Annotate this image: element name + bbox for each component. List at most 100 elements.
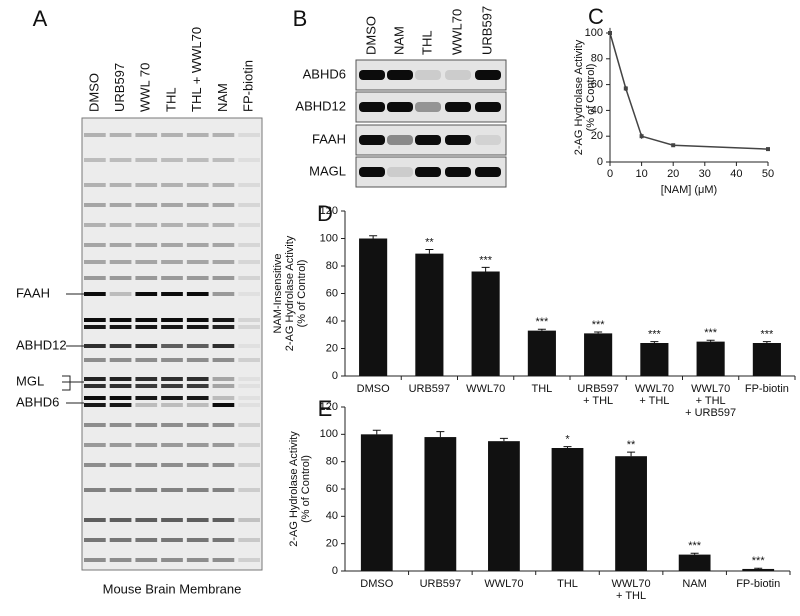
- significance: ***: [479, 254, 493, 266]
- blot-band: [475, 70, 501, 80]
- y-tick-label: 80: [591, 53, 603, 65]
- point: [766, 147, 770, 152]
- gel-band: [238, 260, 260, 264]
- blot-band: [387, 167, 413, 177]
- gel-band: [135, 538, 158, 542]
- gel-band: [135, 358, 158, 362]
- gel-band: [186, 260, 209, 264]
- gel-band: [238, 243, 260, 247]
- blot-band: [415, 135, 441, 145]
- y-tick-label: 120: [320, 205, 338, 217]
- gel-band: [186, 325, 209, 329]
- gel-band: [109, 463, 132, 467]
- gel-band: [186, 276, 209, 280]
- gel-band: [212, 292, 235, 296]
- blot-band: [445, 135, 471, 145]
- y-tick-label: 100: [320, 232, 338, 244]
- error-bar: [754, 567, 763, 569]
- x-tick-label: 30: [699, 168, 711, 180]
- gel-band: [212, 377, 235, 381]
- gel-band: [135, 443, 158, 447]
- gel-band: [135, 133, 158, 137]
- y-tick-label: 60: [591, 79, 603, 91]
- y-tick-label: 20: [326, 342, 338, 354]
- x-tick-label: THL: [557, 578, 578, 590]
- gel-band: [135, 292, 158, 296]
- gel-band: [238, 183, 260, 187]
- blot-label: ABHD12: [295, 98, 346, 113]
- bar: [415, 253, 444, 376]
- gel-caption: Mouse Brain Membrane: [103, 581, 242, 596]
- blot-band: [387, 102, 413, 112]
- error-bar: [627, 451, 636, 457]
- gel-band: [109, 318, 132, 322]
- blot-band: [415, 102, 441, 112]
- gel-band: [186, 318, 209, 322]
- x-tick-label: URB597: [420, 578, 462, 590]
- bar: [696, 341, 725, 376]
- gel-band: [161, 488, 183, 492]
- line: [609, 32, 769, 150]
- gel-band: [161, 276, 183, 280]
- gel-band: [238, 325, 260, 329]
- bar: [359, 238, 388, 376]
- gel-band: [161, 558, 183, 562]
- gel-band: [109, 403, 132, 407]
- gel-band: [212, 518, 235, 522]
- gel-band: [186, 377, 209, 381]
- lane-label: THL + WWL70: [189, 27, 204, 112]
- gel-band: [212, 538, 235, 542]
- gel-band: [161, 403, 183, 407]
- gel-band: [84, 183, 106, 187]
- panel-letter: A: [33, 6, 48, 31]
- error-bar: [563, 446, 572, 448]
- gel-band: [186, 403, 209, 407]
- y-axis-label: NAM-Insensitive2-AG Hydrolase Activity(%…: [272, 235, 308, 351]
- blot-band: [359, 167, 385, 177]
- error-bar: [481, 266, 490, 272]
- x-tick-label: FP-biotin: [745, 383, 789, 395]
- gel-band: [135, 488, 158, 492]
- panel-letter: D: [317, 201, 333, 226]
- gel-band: [161, 203, 183, 207]
- gel-band: [186, 384, 209, 388]
- gel-band: [109, 276, 132, 280]
- error-bar: [369, 235, 378, 239]
- y-tick-label: 60: [326, 287, 338, 299]
- gel-band: [186, 243, 209, 247]
- gel-band: [135, 183, 158, 187]
- point: [608, 31, 612, 35]
- gel-band: [212, 276, 235, 280]
- y-axis-label: 2-AG Hydrolase Activity(% of Control): [288, 431, 312, 547]
- blot-label: MAGL: [309, 163, 346, 178]
- x-tick-label: 10: [635, 168, 647, 180]
- gel-band: [238, 133, 260, 137]
- gel-band: [161, 538, 183, 542]
- gel-band: [84, 377, 106, 381]
- point: [639, 134, 644, 139]
- gel-band: [84, 358, 106, 362]
- gel-band: [212, 463, 235, 467]
- gel-band: [161, 443, 183, 447]
- gel-band: [135, 396, 158, 400]
- gel-band: [186, 292, 209, 296]
- bar: [678, 554, 711, 571]
- x-tick-label: WWL70 + THL: [635, 383, 674, 407]
- gel-band: [186, 344, 209, 348]
- gel-band: [238, 223, 260, 227]
- y-tick-label: 40: [326, 315, 338, 327]
- point: [623, 86, 628, 91]
- gel-band: [135, 463, 158, 467]
- gel-band: [212, 423, 235, 427]
- gel-band: [84, 396, 106, 400]
- gel-band: [109, 243, 132, 247]
- error-bar: [425, 249, 434, 254]
- lane-label: THL: [419, 30, 434, 55]
- gel-band: [84, 423, 106, 427]
- significance: ***: [688, 540, 702, 552]
- gel-band: [84, 292, 106, 296]
- gel-band: [135, 223, 158, 227]
- bar: [360, 434, 393, 571]
- blot-band: [475, 167, 501, 177]
